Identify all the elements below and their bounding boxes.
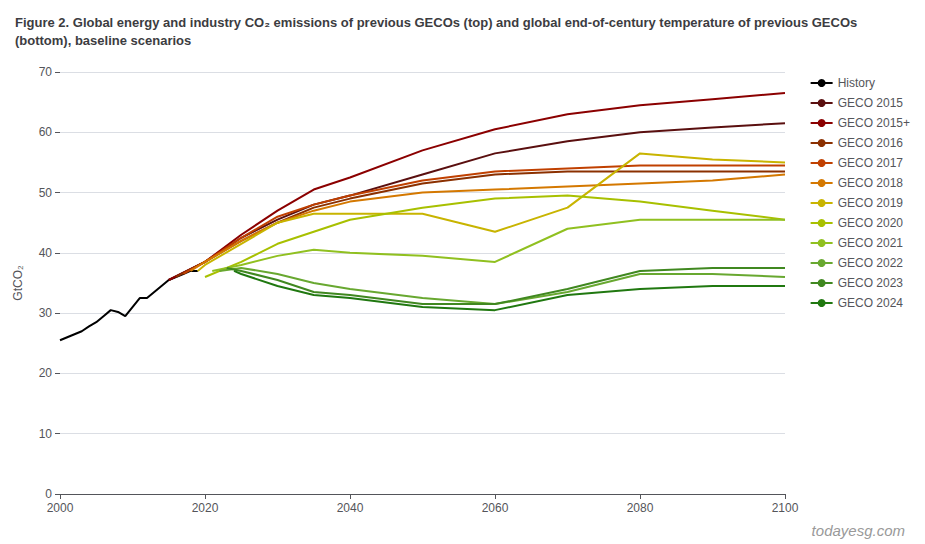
svg-text:GECO 2017: GECO 2017	[838, 156, 904, 170]
svg-text:40: 40	[39, 246, 53, 260]
svg-text:2040: 2040	[337, 501, 364, 515]
svg-text:2020: 2020	[192, 501, 219, 515]
svg-text:GECO 2024: GECO 2024	[838, 296, 904, 310]
svg-text:GECO 2015+: GECO 2015+	[838, 116, 910, 130]
svg-text:20: 20	[39, 366, 53, 380]
svg-text:70: 70	[39, 65, 53, 79]
svg-text:2060: 2060	[482, 501, 509, 515]
svg-text:GECO 2022: GECO 2022	[838, 256, 904, 270]
svg-text:History: History	[838, 76, 875, 90]
svg-text:todayesg.com: todayesg.com	[812, 522, 905, 539]
svg-text:60: 60	[39, 125, 53, 139]
svg-text:0: 0	[45, 487, 52, 501]
svg-text:(bottom), baseline scenarios: (bottom), baseline scenarios	[15, 33, 191, 48]
svg-text:GtCO₂: GtCO₂	[11, 265, 25, 301]
svg-text:GECO 2020: GECO 2020	[838, 216, 904, 230]
svg-text:2000: 2000	[47, 501, 74, 515]
svg-text:2080: 2080	[627, 501, 654, 515]
svg-text:GECO 2021: GECO 2021	[838, 236, 904, 250]
svg-text:GECO 2018: GECO 2018	[838, 176, 904, 190]
svg-text:GECO 2019: GECO 2019	[838, 196, 904, 210]
svg-text:Figure 2. Global energy and in: Figure 2. Global energy and industry CO₂…	[15, 15, 861, 30]
svg-text:10: 10	[39, 427, 53, 441]
svg-text:GECO 2016: GECO 2016	[838, 136, 904, 150]
svg-text:GECO 2023: GECO 2023	[838, 276, 904, 290]
svg-text:2100: 2100	[772, 501, 799, 515]
svg-text:50: 50	[39, 186, 53, 200]
svg-text:30: 30	[39, 306, 53, 320]
svg-text:GECO 2015: GECO 2015	[838, 96, 904, 110]
